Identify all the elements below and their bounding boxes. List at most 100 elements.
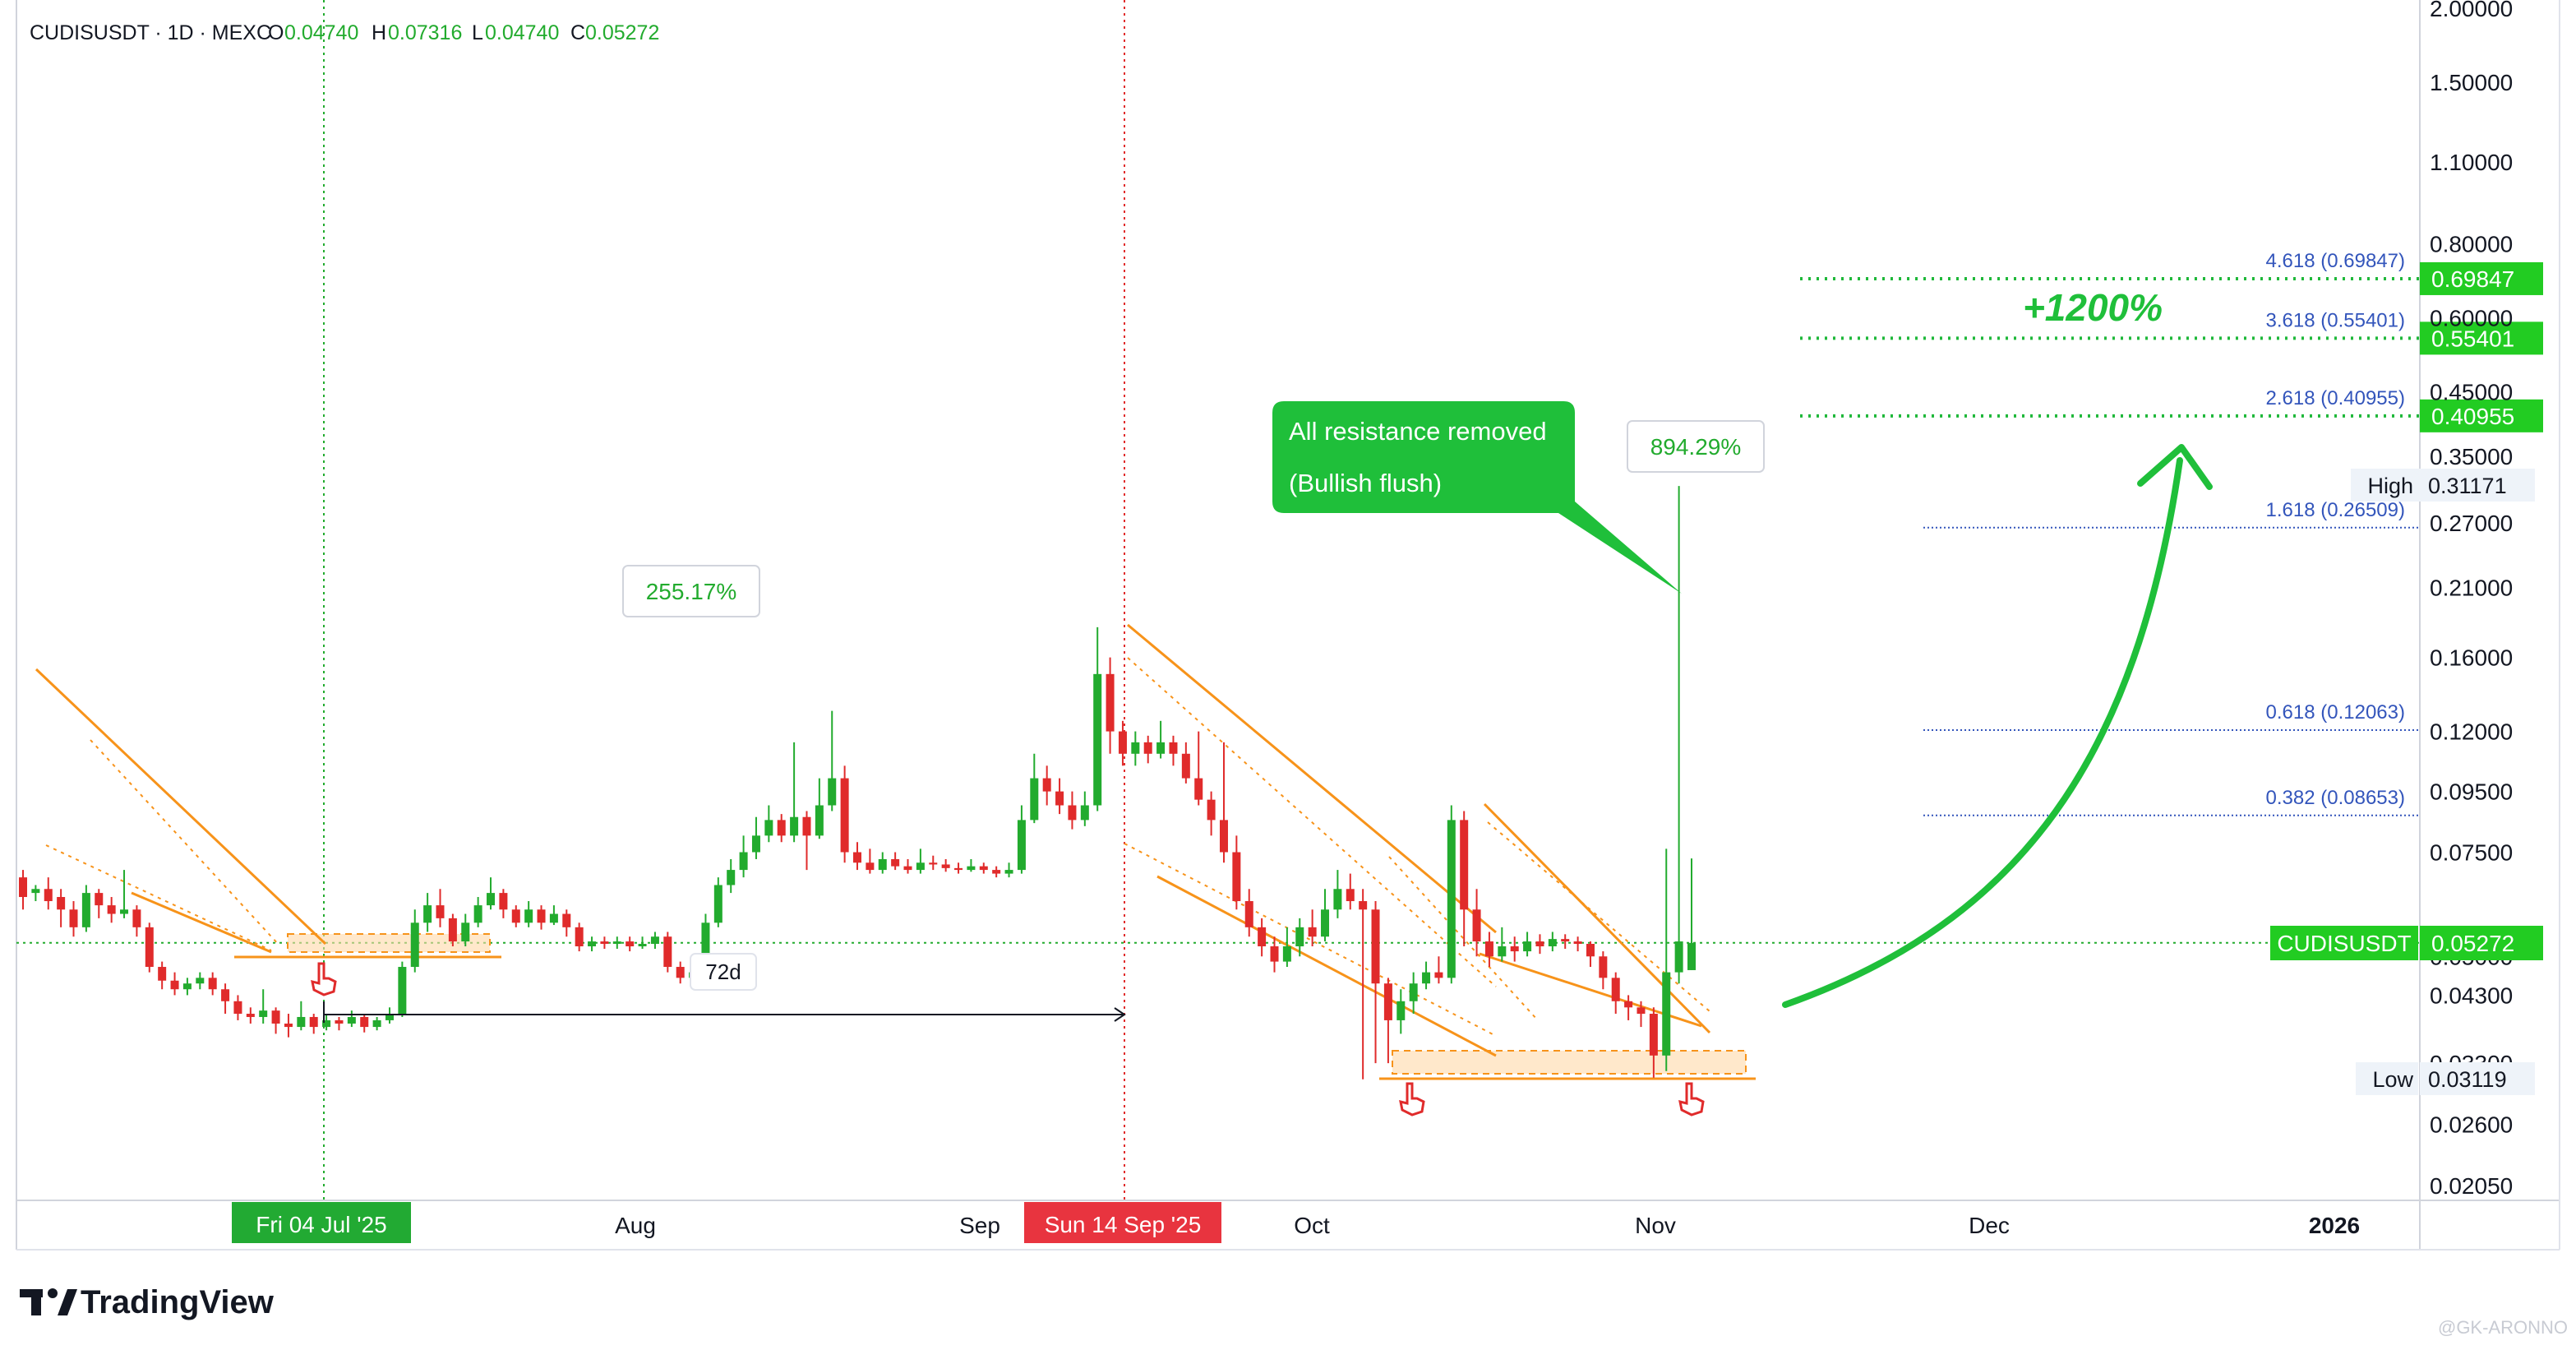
candle[interactable] [1282,927,1291,968]
candle[interactable] [410,909,419,973]
candle[interactable] [170,972,179,996]
candle[interactable] [259,989,268,1024]
candle[interactable] [1244,889,1253,937]
candle[interactable] [941,858,950,872]
candle[interactable] [461,913,470,947]
price-axis[interactable]: 2.00000 1.50000 1.10000 0.80000 0.60000 0.450… [2430,0,2513,1199]
candle[interactable] [1548,932,1557,952]
candle[interactable] [828,710,837,811]
candle[interactable] [1561,934,1570,950]
candle[interactable] [297,1001,306,1031]
candle[interactable] [436,889,445,927]
candle[interactable] [1396,989,1406,1034]
candle[interactable] [31,885,40,902]
candle[interactable] [19,870,27,910]
candle[interactable] [81,885,90,932]
fib-level[interactable]: 0.55401 3.618 (0.55401) [1800,309,2543,355]
candle-series[interactable] [19,486,1696,1080]
candle[interactable] [196,972,205,990]
candle[interactable] [878,852,887,874]
candle[interactable] [372,1016,381,1031]
candle[interactable] [1434,956,1443,984]
candle[interactable] [626,936,635,952]
candle[interactable] [120,870,129,918]
candle[interactable] [1523,932,1532,957]
candle[interactable] [1573,936,1582,952]
candle[interactable] [764,805,773,843]
candle[interactable] [145,922,154,973]
symbol-legend[interactable]: CUDISUSDT · 1D · MEXC O 0.04740 H 0.0731… [30,21,659,44]
candle[interactable] [1232,835,1241,910]
candle[interactable] [487,877,496,910]
candle[interactable] [511,905,520,927]
candle[interactable] [1068,791,1077,830]
candle[interactable] [246,1007,255,1024]
candle[interactable] [891,852,900,871]
candle[interactable] [423,893,432,932]
candle[interactable] [182,978,192,996]
candle[interactable] [853,842,861,871]
candle[interactable] [676,961,685,984]
fib-level[interactable]: 0.40955 2.618 (0.40955) [1800,387,2543,432]
candle[interactable] [1194,731,1203,806]
candle[interactable] [1207,791,1216,836]
candle[interactable] [69,901,78,937]
candle[interactable] [1687,858,1696,970]
candle[interactable] [499,889,508,918]
candle[interactable] [1219,742,1228,863]
candle[interactable] [1674,486,1683,984]
candle[interactable] [1156,720,1166,759]
candle[interactable] [1535,934,1544,955]
candle[interactable] [588,936,597,952]
candle[interactable] [727,858,736,894]
candle[interactable] [208,972,217,996]
candle[interactable] [1004,862,1013,878]
candle[interactable] [562,909,571,937]
candle[interactable] [1295,918,1304,957]
candle[interactable] [335,1016,344,1031]
candle[interactable] [1321,889,1330,942]
candle[interactable] [1258,918,1267,957]
candle[interactable] [448,913,457,947]
candle[interactable] [1383,978,1392,1064]
candle[interactable] [1055,778,1064,815]
candle[interactable] [271,1007,280,1034]
resistance-callout[interactable]: All resistance removed (Bullish flush) [1272,401,1682,594]
candle[interactable] [537,905,546,930]
candle[interactable] [1333,870,1342,918]
candle[interactable] [44,877,53,910]
candle[interactable] [929,855,938,871]
candle[interactable] [524,901,533,927]
candle[interactable] [1169,735,1178,766]
fib-level[interactable]: 0.618 (0.12063) [1923,701,2420,731]
candle[interactable] [713,877,722,927]
last-price-marker[interactable]: CUDISUSDT 0.05272 [2270,926,2543,960]
candle[interactable] [322,1014,331,1031]
candle[interactable] [903,858,912,874]
candle[interactable] [1093,626,1102,811]
candle[interactable] [284,1014,293,1038]
candle[interactable] [107,897,116,923]
candle[interactable] [916,848,925,874]
candle[interactable] [1017,805,1026,874]
candle[interactable] [1460,811,1469,947]
candle[interactable] [473,897,482,927]
candle[interactable] [612,936,621,950]
candle[interactable] [1447,805,1456,984]
candle[interactable] [979,862,988,874]
candle[interactable] [1106,657,1115,754]
candle[interactable] [347,1010,356,1028]
candle[interactable] [1662,848,1671,1071]
candle[interactable] [967,858,976,872]
candle[interactable] [95,889,104,918]
candle[interactable] [1030,753,1039,824]
fib-level[interactable]: 0.382 (0.08653) [1923,787,2420,816]
candle[interactable] [575,922,584,952]
candle[interactable] [398,961,407,1017]
candle[interactable] [1359,889,1368,1080]
candle[interactable] [1143,735,1152,764]
candle[interactable] [309,1014,318,1034]
candle[interactable] [1624,995,1633,1020]
candle[interactable] [790,742,799,843]
